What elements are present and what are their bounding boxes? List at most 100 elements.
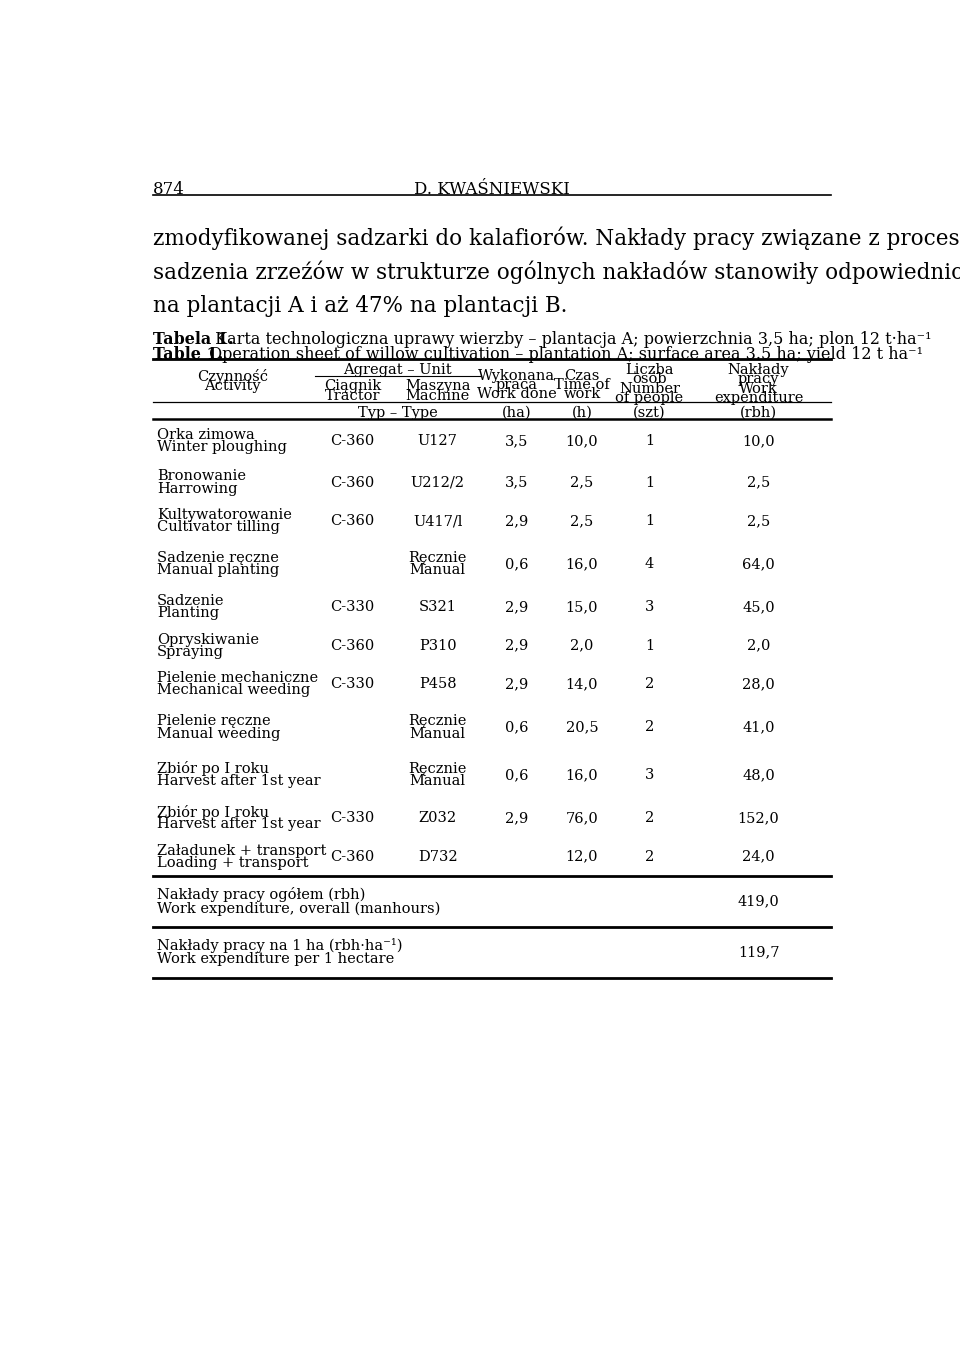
Text: Tabela 1.: Tabela 1. [153, 330, 233, 348]
Text: 2: 2 [645, 677, 654, 691]
Text: 3,5: 3,5 [505, 476, 529, 489]
Text: Winter ploughing: Winter ploughing [157, 440, 287, 454]
Text: Time of: Time of [554, 378, 610, 392]
Text: 2: 2 [645, 812, 654, 825]
Text: C-360: C-360 [330, 514, 374, 528]
Text: Harrowing: Harrowing [157, 481, 238, 496]
Text: Typ – Type: Typ – Type [357, 406, 438, 420]
Text: 48,0: 48,0 [742, 768, 775, 781]
Text: 0,6: 0,6 [505, 557, 529, 572]
Text: D732: D732 [418, 850, 458, 864]
Text: 2,9: 2,9 [505, 812, 528, 825]
Text: Załadunek + transport: Załadunek + transport [157, 843, 326, 858]
Text: Liczba: Liczba [625, 363, 674, 377]
Text: 2,5: 2,5 [747, 514, 770, 528]
Text: 2,9: 2,9 [505, 600, 528, 614]
Text: Pielenie ręczne: Pielenie ręczne [157, 714, 271, 728]
Text: Orka zimowa: Orka zimowa [157, 428, 255, 441]
Text: Opryskiwanie: Opryskiwanie [157, 632, 259, 647]
Text: (ha): (ha) [502, 406, 532, 420]
Text: P310: P310 [419, 639, 457, 653]
Text: 2,5: 2,5 [570, 514, 593, 528]
Text: P458: P458 [419, 677, 457, 691]
Text: 0,6: 0,6 [505, 768, 529, 781]
Text: (rbh): (rbh) [740, 406, 778, 420]
Text: Table 1.: Table 1. [153, 347, 223, 363]
Text: S321: S321 [419, 600, 457, 614]
Text: Tractor: Tractor [324, 388, 380, 403]
Text: 2,9: 2,9 [505, 514, 528, 528]
Text: Ciągnik: Ciągnik [324, 380, 381, 393]
Text: praca: praca [495, 378, 538, 392]
Text: Kultywatorowanie: Kultywatorowanie [157, 507, 292, 522]
Text: Nakłady: Nakłady [728, 363, 789, 377]
Text: 41,0: 41,0 [742, 720, 775, 735]
Text: 2: 2 [645, 720, 654, 735]
Text: Harvest after 1st year: Harvest after 1st year [157, 817, 321, 831]
Text: (h): (h) [571, 406, 592, 420]
Text: Sadzenie: Sadzenie [157, 594, 225, 609]
Text: 119,7: 119,7 [738, 945, 780, 960]
Text: 3: 3 [644, 600, 654, 614]
Text: 3: 3 [644, 768, 654, 781]
Text: C-330: C-330 [330, 812, 374, 825]
Text: 4: 4 [645, 557, 654, 572]
Text: na plantacji A i aż 47% na plantacji B.: na plantacji A i aż 47% na plantacji B. [153, 295, 567, 317]
Text: 2,5: 2,5 [570, 476, 593, 489]
Text: Planting: Planting [157, 606, 219, 621]
Text: 16,0: 16,0 [565, 557, 598, 572]
Text: D. KWAŚNIEWSKI: D. KWAŚNIEWSKI [414, 181, 570, 199]
Text: 1: 1 [645, 435, 654, 448]
Text: 2: 2 [645, 850, 654, 864]
Text: 2,0: 2,0 [747, 639, 770, 653]
Text: Czas: Czas [564, 369, 600, 383]
Text: 64,0: 64,0 [742, 557, 775, 572]
Text: Number: Number [619, 381, 680, 396]
Text: Machine: Machine [406, 388, 469, 403]
Text: C-360: C-360 [330, 850, 374, 864]
Text: 1: 1 [645, 476, 654, 489]
Text: Work expenditure, overall (manhours): Work expenditure, overall (manhours) [157, 901, 441, 916]
Text: expenditure: expenditure [714, 391, 804, 404]
Text: of people: of people [615, 391, 684, 404]
Text: 12,0: 12,0 [565, 850, 598, 864]
Text: Sadzenie ręczne: Sadzenie ręczne [157, 551, 279, 565]
Text: 28,0: 28,0 [742, 677, 775, 691]
Text: 15,0: 15,0 [565, 600, 598, 614]
Text: 16,0: 16,0 [565, 768, 598, 781]
Text: Agregat – Unit: Agregat – Unit [343, 363, 452, 377]
Text: sadzenia zrzeźów w strukturze ogólnych nakładów stanowiły odpowiednio 26%: sadzenia zrzeźów w strukturze ogólnych n… [153, 260, 960, 284]
Text: 152,0: 152,0 [737, 812, 780, 825]
Text: Bronowanie: Bronowanie [157, 469, 246, 484]
Text: C-330: C-330 [330, 677, 374, 691]
Text: 10,0: 10,0 [742, 435, 775, 448]
Text: Zbiór po I roku: Zbiór po I roku [157, 805, 269, 820]
Text: Work expenditure per 1 hectare: Work expenditure per 1 hectare [157, 953, 395, 967]
Text: 2,9: 2,9 [505, 639, 528, 653]
Text: 2,9: 2,9 [505, 677, 528, 691]
Text: Harvest after 1st year: Harvest after 1st year [157, 775, 321, 788]
Text: zmodyfikowanej sadzarki do kalafiorów. Nakłady pracy związane z procesem: zmodyfikowanej sadzarki do kalafiorów. N… [153, 226, 960, 251]
Text: C-360: C-360 [330, 435, 374, 448]
Text: work: work [564, 387, 601, 402]
Text: U212/2: U212/2 [411, 476, 465, 489]
Text: Nakłady pracy na 1 ha (rbh·ha⁻¹): Nakłady pracy na 1 ha (rbh·ha⁻¹) [157, 938, 402, 953]
Text: Czynność: Czynność [197, 369, 268, 384]
Text: 14,0: 14,0 [565, 677, 598, 691]
Text: 10,0: 10,0 [565, 435, 598, 448]
Text: Wykonana: Wykonana [478, 369, 556, 383]
Text: Ręcznie: Ręcznie [409, 762, 467, 776]
Text: Activity: Activity [204, 380, 261, 393]
Text: Manual: Manual [410, 775, 466, 788]
Text: 45,0: 45,0 [742, 600, 775, 614]
Text: Manual weeding: Manual weeding [157, 727, 280, 740]
Text: Z032: Z032 [419, 812, 457, 825]
Text: Mechanical weeding: Mechanical weeding [157, 683, 310, 698]
Text: 1: 1 [645, 514, 654, 528]
Text: 1: 1 [645, 639, 654, 653]
Text: Loading + transport: Loading + transport [157, 856, 309, 871]
Text: Work done: Work done [477, 387, 557, 402]
Text: C-360: C-360 [330, 639, 374, 653]
Text: 2,0: 2,0 [570, 639, 593, 653]
Text: U127: U127 [418, 435, 458, 448]
